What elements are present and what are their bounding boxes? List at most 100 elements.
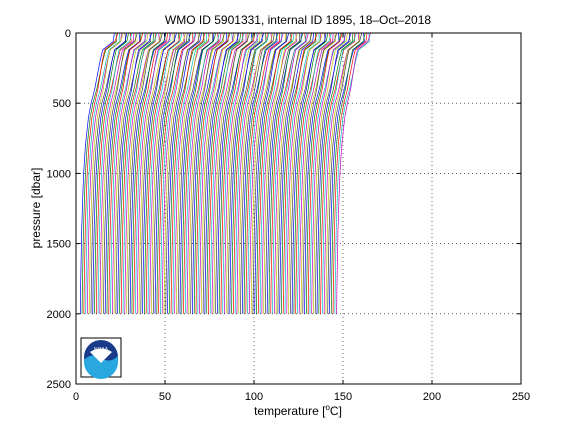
profile-line <box>199 32 234 314</box>
profile-line <box>330 32 366 314</box>
profile-line <box>275 32 312 314</box>
profile-line <box>195 32 231 314</box>
y-tick-label: 1000 <box>47 168 71 180</box>
profile-line <box>206 32 241 314</box>
profile-line <box>236 32 273 314</box>
profile-line <box>142 32 177 314</box>
profile-line <box>272 32 307 314</box>
profile-line <box>245 32 281 314</box>
profile-line <box>167 32 202 314</box>
profile-line <box>302 32 338 314</box>
profile-line <box>119 32 154 314</box>
y-tick-label: 500 <box>53 98 71 110</box>
profile-line <box>234 32 270 314</box>
profile-line <box>318 32 354 314</box>
profile-line <box>168 32 205 314</box>
profile-line <box>282 32 318 314</box>
profile-line <box>158 32 194 314</box>
profile-line <box>181 32 217 314</box>
profile-line <box>147 32 183 314</box>
profile-line <box>224 32 259 314</box>
profile-line <box>127 32 163 314</box>
profile-line <box>220 32 256 314</box>
profile-line <box>252 32 288 314</box>
profile-line <box>231 32 267 314</box>
y-tick-label: 1500 <box>47 239 71 251</box>
profile-line <box>222 32 258 314</box>
profile-line <box>186 32 222 314</box>
profile-line <box>170 32 206 314</box>
plot-frame <box>75 32 522 385</box>
x-tick-label: 50 <box>159 391 171 403</box>
profile-line <box>138 32 174 314</box>
profile-line <box>227 32 263 314</box>
profile-line <box>208 32 244 314</box>
profile-line <box>94 32 129 314</box>
profile-line <box>149 32 186 314</box>
profile-line <box>316 32 352 314</box>
profile-line <box>97 32 133 314</box>
profile-line <box>293 32 329 314</box>
profile-line <box>268 32 304 314</box>
chart-title: WMO ID 5901331, internal ID 1895, 18–Oct… <box>165 13 431 27</box>
profile-line <box>291 32 327 314</box>
profile-line <box>129 32 166 314</box>
profile-line <box>151 32 186 314</box>
y-tick-label: 2500 <box>47 379 71 391</box>
profile-line <box>184 32 220 314</box>
profile-line <box>124 32 160 314</box>
profile-line <box>103 32 138 314</box>
x-tick-label: 200 <box>423 391 441 403</box>
profile-line <box>250 32 287 314</box>
profile-line <box>99 32 135 314</box>
profile-line <box>183 32 219 314</box>
profile-line <box>247 32 283 314</box>
profile-line <box>111 32 147 314</box>
profile-line <box>261 32 297 314</box>
profile-line <box>95 32 132 314</box>
noaa-logo-icon: NOAA <box>80 337 122 379</box>
logo-text: NOAA <box>94 347 109 353</box>
profile-line <box>117 32 152 314</box>
profile-line <box>104 32 140 314</box>
profile-line <box>249 32 284 314</box>
profile-line <box>174 32 210 314</box>
profile-line <box>179 32 215 314</box>
y-tick-label: 2000 <box>47 309 71 321</box>
profile-line <box>101 32 137 314</box>
profile-line <box>238 32 274 314</box>
x-axis-label: temperature [oC] <box>254 403 342 418</box>
profile-line <box>211 32 247 314</box>
profile-line <box>200 32 236 314</box>
profile-line <box>241 32 278 314</box>
profile-line <box>277 32 313 314</box>
profile-line <box>313 32 348 314</box>
logo-wave <box>84 355 118 379</box>
profile-line <box>92 32 128 314</box>
profile-line <box>83 32 119 314</box>
profile-line <box>79 32 115 314</box>
profile-line <box>215 32 250 314</box>
y-axis-label: pressure [dbar] <box>29 168 43 249</box>
profile-line <box>314 32 351 314</box>
profile-line <box>273 32 309 314</box>
profile-line <box>323 32 360 314</box>
profile-line <box>297 32 332 314</box>
profile-line <box>256 32 292 314</box>
profile-line <box>131 32 167 314</box>
y-tick-label: 0 <box>65 28 71 40</box>
profile-line <box>311 32 347 314</box>
profile-line <box>192 32 227 314</box>
x-axis-label-suffix: C] <box>330 404 342 418</box>
profile-line <box>154 32 190 314</box>
logo-bird <box>90 348 112 363</box>
profile-line <box>136 32 172 314</box>
profile-line <box>307 32 343 314</box>
profile-line <box>325 32 361 314</box>
profile-line <box>115 32 152 314</box>
profile-lines <box>79 32 371 314</box>
profile-line <box>126 32 161 314</box>
profile-line <box>225 32 261 314</box>
